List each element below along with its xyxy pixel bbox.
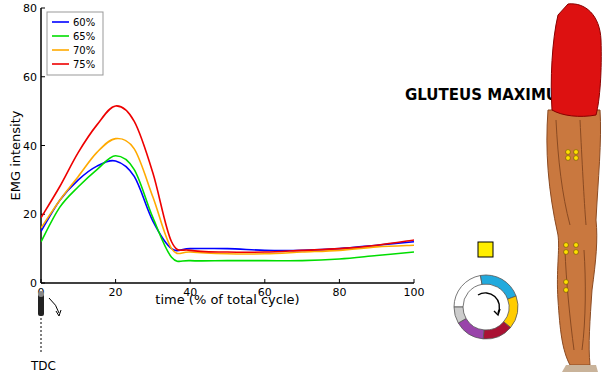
electrode bbox=[564, 243, 569, 248]
ring-segment bbox=[454, 307, 466, 323]
x-tick bbox=[339, 279, 340, 283]
phase-square bbox=[478, 242, 493, 257]
legend-swatch bbox=[52, 63, 69, 65]
ring-segment bbox=[458, 319, 484, 339]
legend-swatch bbox=[52, 35, 69, 37]
ring-segment bbox=[483, 322, 510, 339]
legend-swatch bbox=[52, 21, 69, 23]
legend-label: 75% bbox=[73, 59, 95, 70]
y-tick-label: 0 bbox=[30, 277, 37, 290]
y-tick-label: 60 bbox=[23, 71, 37, 84]
crank-icon bbox=[38, 292, 44, 316]
plot-area bbox=[41, 106, 414, 261]
crank-pivot bbox=[38, 291, 44, 297]
electrode bbox=[566, 156, 571, 161]
series-line bbox=[41, 106, 414, 252]
ring-arrowhead bbox=[494, 309, 500, 315]
ring-arrow bbox=[478, 293, 499, 313]
x-tick bbox=[414, 279, 415, 283]
x-axis-label: time (% of total cycle) bbox=[155, 292, 299, 307]
leg-illustration bbox=[547, 4, 601, 372]
ring-segment bbox=[504, 296, 518, 328]
tdc-label: TDC bbox=[30, 359, 56, 373]
y-tick bbox=[41, 283, 45, 284]
pedal-ring bbox=[454, 242, 518, 339]
x-tick-label: 80 bbox=[332, 286, 346, 299]
muscle-lines bbox=[556, 120, 586, 350]
legend-box bbox=[47, 12, 103, 75]
electrode bbox=[566, 150, 571, 155]
series-line bbox=[41, 156, 414, 262]
x-tick-label: 100 bbox=[404, 286, 425, 299]
series-line bbox=[41, 139, 414, 254]
tdc-line bbox=[41, 318, 42, 352]
y-tick-label: 40 bbox=[23, 140, 37, 153]
leg-shape bbox=[547, 110, 601, 365]
legend-label: 60% bbox=[73, 17, 95, 28]
y-tick bbox=[41, 76, 45, 77]
legend: 60% 65% 70% 75% bbox=[47, 12, 103, 75]
y-tick bbox=[41, 8, 45, 9]
ring-segment bbox=[454, 275, 482, 307]
legend-swatch bbox=[52, 49, 69, 51]
legend-label: 70% bbox=[73, 45, 95, 56]
electrode bbox=[574, 243, 579, 248]
x-tick bbox=[190, 279, 191, 283]
electrode bbox=[574, 156, 579, 161]
crank-arrowhead bbox=[56, 310, 61, 316]
x-tick bbox=[115, 279, 116, 283]
y-tick-label: 80 bbox=[23, 2, 37, 15]
gluteus-highlight bbox=[551, 4, 601, 117]
series-line bbox=[41, 161, 414, 251]
x-tick bbox=[41, 279, 42, 283]
y-tick bbox=[41, 145, 45, 146]
crank-arrow bbox=[49, 298, 59, 313]
legend-label: 65% bbox=[73, 31, 95, 42]
y-tick-label: 20 bbox=[23, 208, 37, 221]
y-axis-label: EMG intensity bbox=[8, 110, 23, 200]
electrode bbox=[574, 250, 579, 255]
ring-segment bbox=[480, 275, 516, 299]
electrode bbox=[574, 150, 579, 155]
electrode bbox=[564, 288, 569, 293]
muscle-title: GLUTEUS MAXIMUS bbox=[405, 86, 569, 104]
chart: 020406080020406080100time (% of total cy… bbox=[0, 0, 614, 377]
x-tick bbox=[264, 279, 265, 283]
x-tick-label: 20 bbox=[109, 286, 123, 299]
x-axis bbox=[41, 282, 414, 284]
foot-shape bbox=[562, 365, 598, 372]
electrode bbox=[564, 250, 569, 255]
electrode bbox=[564, 280, 569, 285]
